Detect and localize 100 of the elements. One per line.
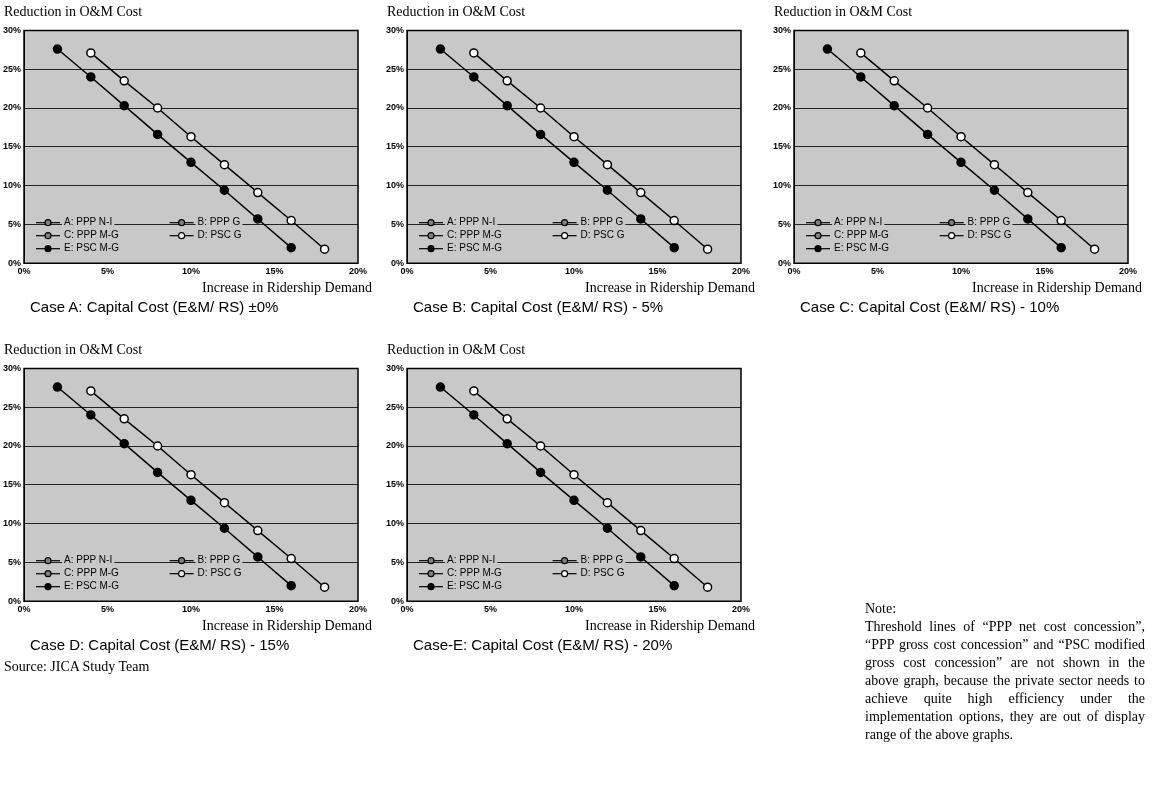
- x-tick-label: 20%: [731, 604, 750, 615]
- y-tick-label: 5%: [391, 556, 405, 567]
- y-tick-label: 10%: [386, 518, 405, 529]
- point: [1089, 244, 1100, 254]
- point: [569, 131, 579, 142]
- point: [1056, 242, 1066, 253]
- point: [152, 467, 163, 478]
- point: [186, 469, 196, 480]
- y-tick-label: 15%: [386, 479, 405, 490]
- y-axis-title: Reduction in O&M Cost: [387, 342, 527, 358]
- legend-label: B: PPP G: [580, 554, 624, 566]
- legend-label: B: PPP G: [967, 216, 1011, 228]
- legend-label: D: PSC G: [967, 229, 1012, 241]
- x-tick-label: 10%: [952, 266, 971, 277]
- y-tick-label: 10%: [3, 180, 22, 191]
- point: [253, 525, 263, 536]
- point: [186, 157, 196, 168]
- legend-label: C: PPP M-G: [834, 229, 890, 241]
- point: [119, 414, 129, 424]
- legend-label: E: PSC M-G: [834, 242, 890, 254]
- legend-label: E: PSC M-G: [447, 242, 503, 254]
- point: [502, 76, 512, 86]
- point: [636, 525, 646, 536]
- y-tick-label: 10%: [386, 180, 405, 191]
- x-tick-label: 5%: [484, 604, 498, 615]
- point: [219, 159, 230, 170]
- x-tick-label: 15%: [265, 266, 284, 277]
- x-axis-title: Increase in Ridership Demand: [201, 618, 372, 634]
- y-tick-label: 5%: [778, 218, 792, 229]
- point: [502, 100, 512, 111]
- y-tick-label: 30%: [773, 24, 792, 35]
- point: [286, 215, 296, 226]
- point: [856, 72, 866, 82]
- x-tick-label: 10%: [182, 266, 201, 277]
- legend-label: D: PSC G: [197, 229, 242, 241]
- point: [119, 438, 129, 449]
- point: [989, 185, 1000, 196]
- y-tick-label: 0%: [391, 595, 405, 606]
- point: [286, 580, 296, 591]
- x-tick-label: 15%: [648, 266, 667, 277]
- text: Case B: Capital Cost (E&M/ RS) - 5%: [413, 298, 665, 315]
- y-tick-label: 25%: [773, 63, 792, 74]
- x-tick-label: 20%: [1118, 266, 1137, 277]
- legend-label: A: PPP N-I: [64, 554, 113, 566]
- point: [319, 582, 330, 592]
- y-tick-label: 10%: [773, 180, 792, 191]
- point: [702, 244, 713, 254]
- point: [286, 242, 296, 253]
- point: [702, 582, 713, 592]
- y-tick-label: 25%: [386, 63, 405, 74]
- point: [535, 441, 546, 451]
- point: [469, 386, 479, 396]
- point: [286, 553, 296, 564]
- point: [186, 131, 196, 142]
- y-tick-label: 25%: [386, 401, 405, 412]
- y-tick-label: 5%: [8, 218, 22, 229]
- point: [502, 414, 512, 424]
- point: [469, 410, 479, 420]
- x-tick-label: 10%: [565, 604, 584, 615]
- legend-label: B: PPP G: [197, 554, 241, 566]
- y-tick-label: 25%: [3, 401, 22, 412]
- x-tick-label: 0%: [17, 266, 31, 277]
- point: [469, 48, 479, 58]
- point: [535, 129, 546, 140]
- y-axis-title: Reduction in O&M Cost: [387, 4, 527, 20]
- y-tick-label: 30%: [386, 362, 405, 373]
- point: [253, 552, 263, 562]
- x-tick-label: 0%: [400, 266, 414, 277]
- point: [219, 185, 230, 196]
- point: [86, 48, 96, 58]
- point: [1023, 187, 1033, 198]
- point: [152, 129, 163, 140]
- point: [253, 214, 263, 224]
- point: [219, 497, 230, 508]
- y-tick-label: 15%: [386, 141, 405, 152]
- legend-label: A: PPP N-I: [447, 554, 496, 566]
- text: Case A: Capital Cost (E&M/ RS) ±0%: [30, 298, 280, 315]
- point: [669, 580, 679, 591]
- y-tick-label: 0%: [8, 257, 22, 268]
- x-tick-label: 5%: [871, 266, 885, 277]
- x-tick-label: 20%: [348, 266, 367, 277]
- legend-label: E: PSC M-G: [64, 580, 120, 592]
- y-tick-label: 0%: [391, 257, 405, 268]
- x-tick-label: 5%: [484, 266, 498, 277]
- point: [669, 242, 679, 253]
- point: [535, 467, 546, 478]
- legend-label: C: PPP M-G: [64, 567, 120, 579]
- y-tick-label: 20%: [3, 440, 22, 451]
- x-axis-title: Increase in Ridership Demand: [971, 280, 1142, 296]
- x-axis-title: Increase in Ridership Demand: [584, 618, 755, 634]
- y-tick-label: 5%: [8, 556, 22, 567]
- point: [86, 410, 96, 420]
- y-axis-title: Reduction in O&M Cost: [774, 4, 914, 20]
- x-tick-label: 10%: [565, 266, 584, 277]
- point: [602, 497, 613, 508]
- x-tick-label: 15%: [648, 604, 667, 615]
- text: Threshold lines of “PPP net cost concession”, “PPP gross cost concession” and “PSC modified gross cost concession” are not shown in the above graph, because the private sector needs to achieve quite high efficiency under the implementation options, they are out of display range of the above graphs.: [865, 618, 1145, 744]
- text: Case C: Capital Cost (E&M/ RS) - 10%: [800, 298, 1061, 315]
- x-tick-label: 5%: [101, 266, 115, 277]
- y-tick-label: 0%: [778, 257, 792, 268]
